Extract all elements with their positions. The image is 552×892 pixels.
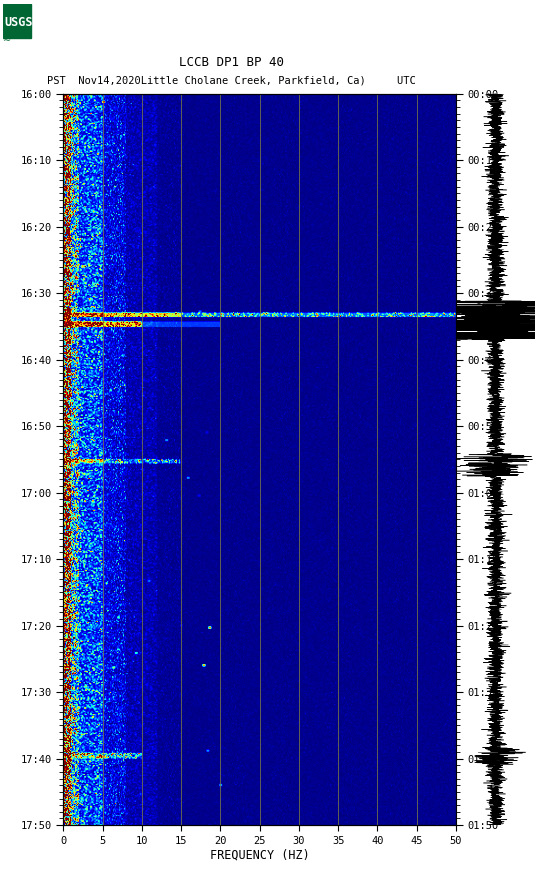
Bar <box>3 4 31 37</box>
Text: USGS: USGS <box>4 16 33 29</box>
Text: LCCB DP1 BP 40: LCCB DP1 BP 40 <box>179 56 284 69</box>
Text: PST  Nov14,2020Little Cholane Creek, Parkfield, Ca)     UTC: PST Nov14,2020Little Cholane Creek, Park… <box>47 75 416 86</box>
Text: ≈: ≈ <box>3 34 11 45</box>
X-axis label: FREQUENCY (HZ): FREQUENCY (HZ) <box>210 848 310 862</box>
